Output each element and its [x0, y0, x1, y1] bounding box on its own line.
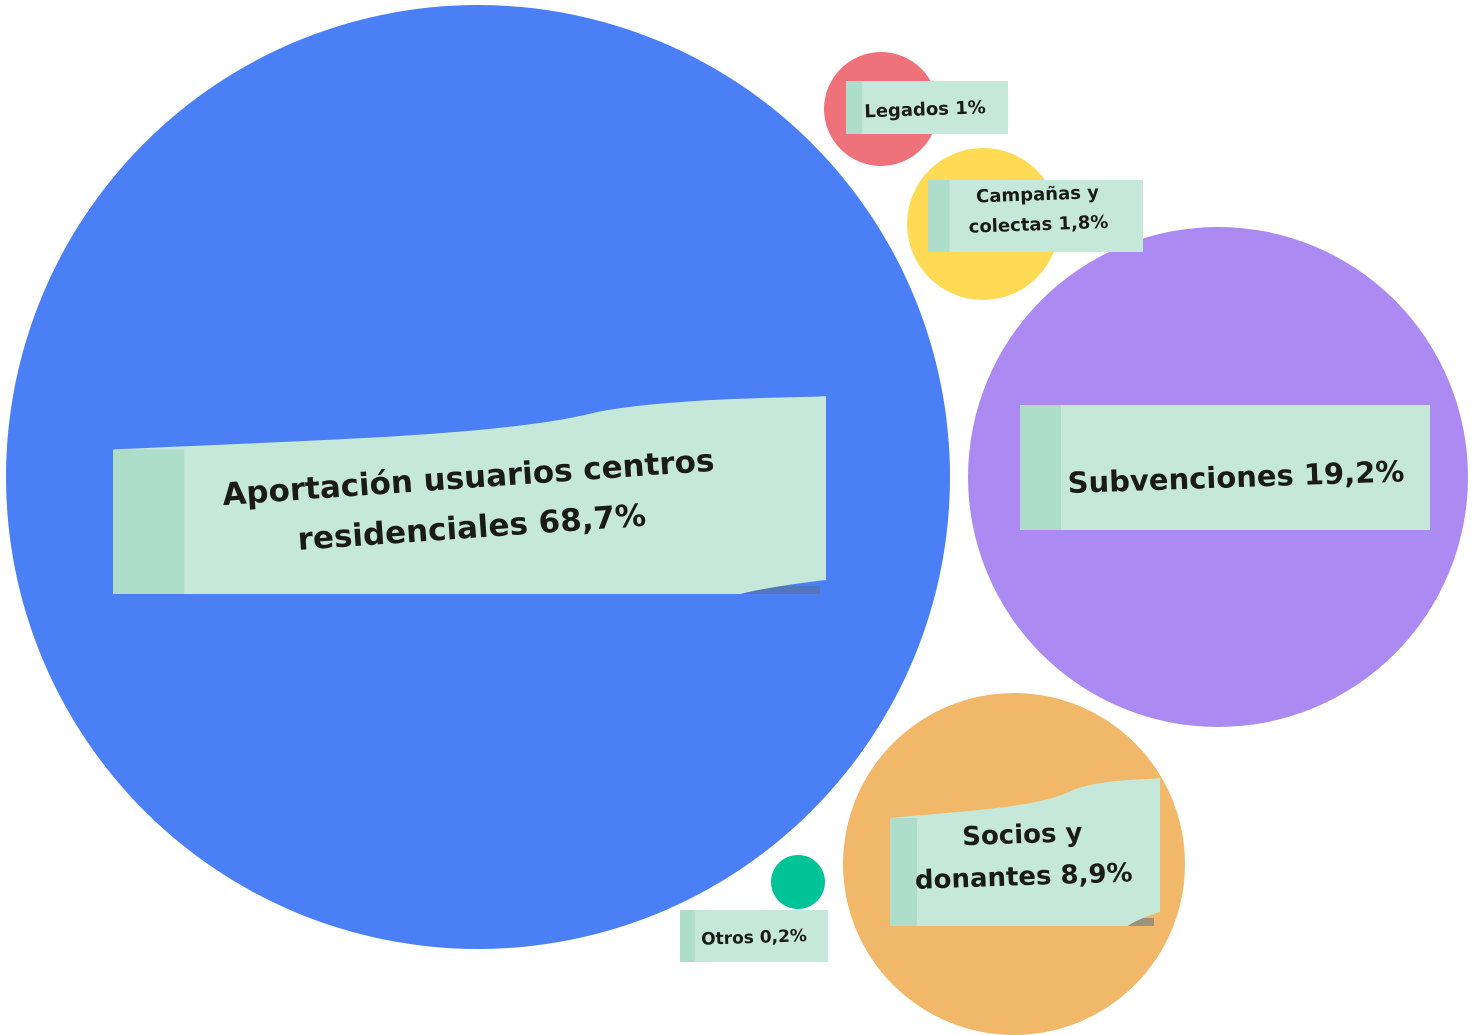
- note-edge: [680, 910, 695, 962]
- note-body: [680, 910, 828, 962]
- label-note-subvenciones: Subvenciones 19,2%: [1020, 405, 1430, 530]
- note-body: [846, 81, 1008, 134]
- label-note-otros: Otros 0,2%: [680, 910, 828, 962]
- note-edge: [928, 180, 950, 252]
- label-text: Campañas y colectas 1,8%: [967, 182, 1108, 238]
- label-note-socios-y-donantes: Socios ydonantes 8,9%: [890, 778, 1160, 926]
- note-body: [890, 778, 1160, 926]
- note-edge: [1020, 405, 1061, 530]
- note-edge: [113, 449, 185, 594]
- bubble-otros: [771, 855, 825, 909]
- label-note-aportacion-usuarios-centros-residenciales: Aportación usuarios centrosresidenciales…: [113, 396, 826, 594]
- label-line: Otros 0,2%: [701, 926, 807, 950]
- note-body: [928, 180, 1143, 252]
- label-note-campanas-y-colectas: Campañas y colectas 1,8%: [928, 180, 1143, 252]
- label-line: Campañas y: [976, 182, 1100, 207]
- label-line: colectas 1,8%: [968, 212, 1108, 238]
- label-text: Otros 0,2%: [701, 926, 807, 950]
- note-edge: [846, 81, 863, 134]
- label-note-legados: Legados 1%: [846, 81, 1008, 134]
- label-text: Legados 1%: [864, 97, 986, 122]
- labels-layer: Aportación usuarios centrosresidenciales…: [113, 81, 1430, 962]
- note-edge: [890, 817, 917, 926]
- label-line: Legados 1%: [864, 97, 986, 122]
- note-body: [113, 396, 826, 594]
- label-line: Socios y: [962, 818, 1083, 852]
- note-body: [1020, 405, 1430, 530]
